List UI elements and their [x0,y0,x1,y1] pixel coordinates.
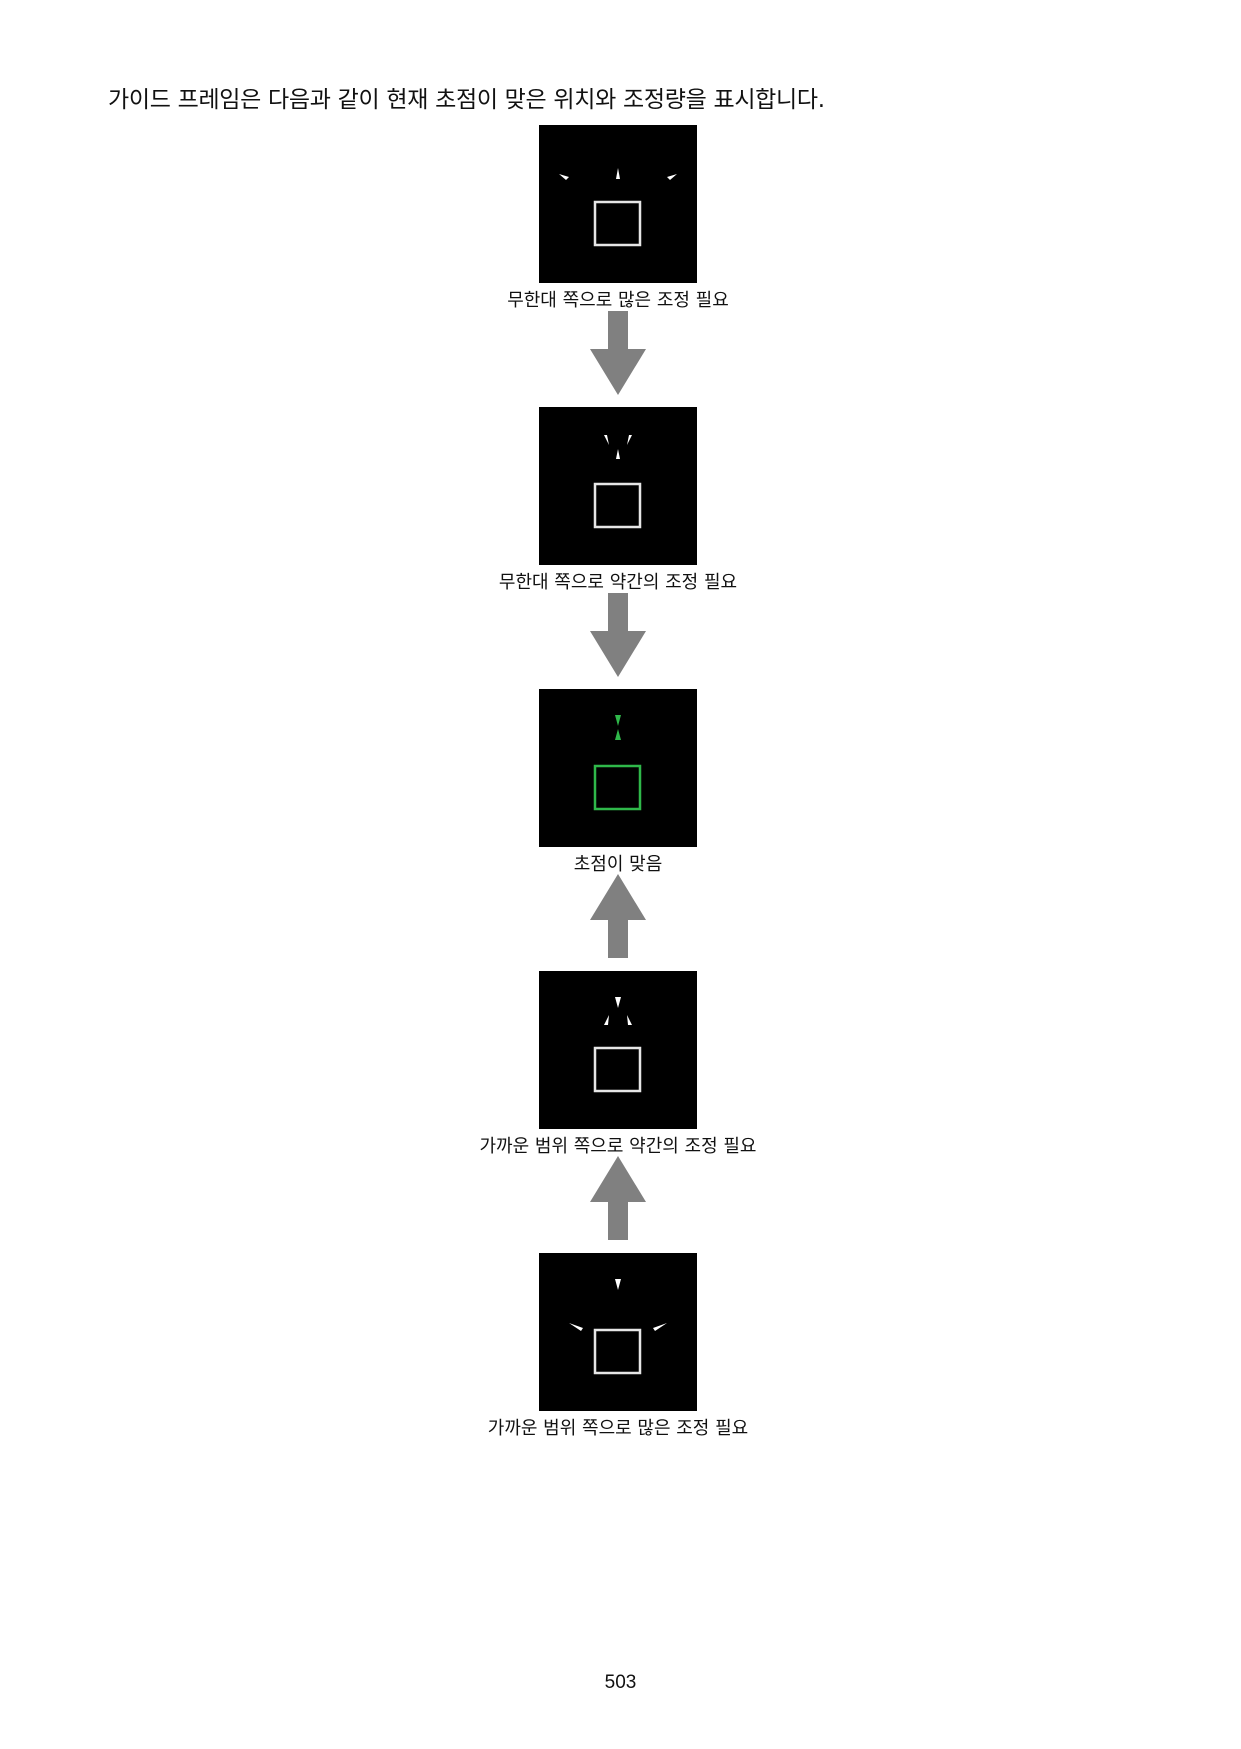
caption-infinity-large: 무한대 쪽으로 많은 조정 필요 [507,290,729,311]
page-number: 503 [604,1672,637,1693]
guide-frame-infinity-large [539,125,697,283]
arrow-up-icon [590,1156,646,1240]
indicator-left [569,1323,583,1331]
guide-frame-in-focus [539,689,697,847]
guide-frame-infinity-small [539,407,697,565]
indicator-center [616,449,620,459]
indicator-right [653,1323,667,1331]
focus-box [593,764,642,811]
guide-frame-near-large [539,1253,697,1411]
indicator-center [616,168,620,179]
focus-box [593,200,642,247]
indicator-left [604,1015,609,1025]
arrow-up-icon [590,874,646,958]
indicator-center [615,1279,621,1290]
indicator-right [627,1015,632,1025]
indicator-bottom [615,729,621,740]
focus-box [593,1046,642,1093]
intro-text: 가이드 프레임은 다음과 같이 현재 초점이 맞은 위치와 조정량을 표시합니다… [108,87,825,113]
arrow-down-icon [590,311,646,395]
guide-frame-near-small [539,971,697,1129]
indicator-left [604,435,609,445]
indicator-right [667,174,677,180]
caption-near-large: 가까운 범위 쪽으로 많은 조정 필요 [487,1418,749,1439]
indicator-right [627,435,632,445]
indicator-top [615,997,621,1008]
caption-infinity-small: 무한대 쪽으로 약간의 조정 필요 [498,572,738,593]
arrow-down-icon [590,593,646,677]
indicator-top [615,715,621,726]
indicator-left [559,174,569,180]
caption-in-focus: 초점이 맞음 [573,854,663,875]
focus-box [593,482,642,529]
caption-near-small: 가까운 범위 쪽으로 약간의 조정 필요 [479,1136,757,1157]
focus-box [593,1328,642,1375]
